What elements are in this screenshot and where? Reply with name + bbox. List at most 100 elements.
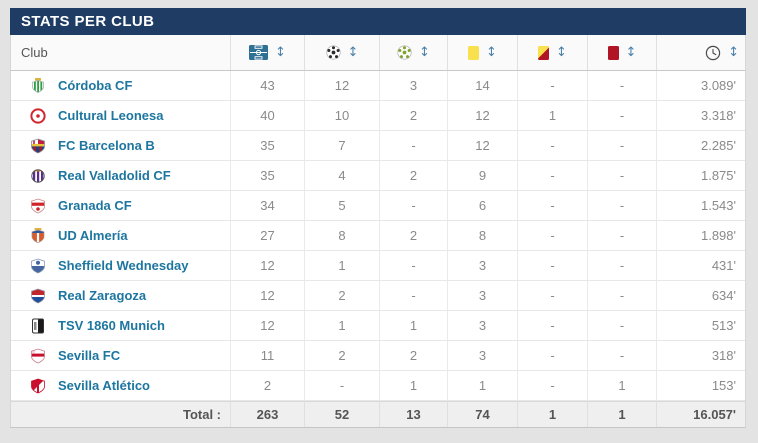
club-link[interactable]: Sevilla Atlético <box>58 378 150 393</box>
column-header-football-green[interactable]: ↕ <box>380 35 448 70</box>
total-stat-cell: 52 <box>305 402 380 427</box>
stat-cell: - <box>588 131 657 160</box>
stat-cell: 3 <box>380 71 448 100</box>
stat-cell: 12 <box>231 281 305 310</box>
sheffield-wed-crest-icon <box>30 258 46 274</box>
stat-cell: 5 <box>305 191 380 220</box>
stat-cell: - <box>588 251 657 280</box>
stat-cell: 35 <box>231 161 305 190</box>
club-link[interactable]: TSV 1860 Munich <box>58 318 165 333</box>
fc-barcelona-b-crest-icon <box>30 138 46 154</box>
club-link[interactable]: Real Valladolid CF <box>58 168 171 183</box>
stat-cell: - <box>518 281 588 310</box>
club-link[interactable]: Real Zaragoza <box>58 288 147 303</box>
club-cell: FC Barcelona B <box>11 131 231 160</box>
ud-almeria-crest-icon <box>30 227 46 244</box>
stat-cell: - <box>305 371 380 400</box>
football-green-icon <box>397 45 412 60</box>
stat-cell: - <box>380 131 448 160</box>
club-link[interactable]: FC Barcelona B <box>58 138 155 153</box>
column-header-clock[interactable]: ↕ <box>657 35 747 70</box>
table-row: Córdoba CF 43 12 3 14- -3.089' <box>11 71 745 101</box>
table-row: Granada CF 34 5-6- -1.543' <box>11 191 745 221</box>
column-header-pitch[interactable]: ↕ <box>231 35 305 70</box>
table-row: Sevilla FC 11 2 2 3- -318' <box>11 341 745 371</box>
table-row: UD Almería 27 8 2 8- -1.898' <box>11 221 745 251</box>
club-link[interactable]: Sheffield Wednesday <box>58 258 189 273</box>
club-table-body: Córdoba CF 43 12 3 14- -3.089' Cultural Leones… <box>10 71 746 401</box>
page-title: STATS PER CLUB <box>10 8 746 35</box>
table-row: Sevilla Atlético 2-1 1-1 153' <box>11 371 745 401</box>
minutes-cell: 1.898' <box>700 228 736 243</box>
table-header-row: Club ↕ ↕ ↕ ↕ ↕ ↕ ↕ <box>10 35 746 71</box>
tsv-1860-crest-icon <box>30 318 46 334</box>
club-cell: Sevilla FC <box>11 341 231 370</box>
club-cell: Sheffield Wednesday <box>11 251 231 280</box>
minutes-cell: 431' <box>711 258 736 273</box>
total-stat-cell: 1 <box>518 402 588 427</box>
total-minutes-cell: 16.057' <box>693 407 736 422</box>
column-header-red-card[interactable]: ↕ <box>588 35 657 70</box>
club-link[interactable]: Córdoba CF <box>58 78 133 93</box>
club-cell: Real Valladolid CF <box>11 161 231 190</box>
stat-cell: 8 <box>305 221 380 250</box>
column-header-yellow-card[interactable]: ↕ <box>448 35 518 70</box>
stat-cell: - <box>518 251 588 280</box>
total-label: Total : <box>11 402 231 427</box>
stat-cell: 2 <box>380 341 448 370</box>
sort-updown-icon: ↕ <box>347 45 359 60</box>
stat-cell: 2 <box>380 221 448 250</box>
minutes-cell: 634' <box>711 288 736 303</box>
column-header-yellow-red-card[interactable]: ↕ <box>518 35 588 70</box>
sort-updown-icon: ↕ <box>486 45 497 60</box>
stat-cell: - <box>588 341 657 370</box>
club-link[interactable]: Granada CF <box>58 198 132 213</box>
red-card-icon <box>607 45 619 60</box>
table-row: FC Barcelona B 35 7-12- -2.285' <box>11 131 745 161</box>
stat-cell: - <box>588 71 657 100</box>
table-row: Cultural Leonesa 40 10 2 12 1- 3.318' <box>11 101 745 131</box>
cordoba-cf-crest-icon <box>30 77 46 94</box>
total-stat-cell: 263 <box>231 402 305 427</box>
stat-cell: - <box>518 131 588 160</box>
sort-updown-icon: ↕ <box>419 45 430 60</box>
total-stat-cell: 1 <box>588 402 657 427</box>
club-link[interactable]: Sevilla FC <box>58 348 121 363</box>
stat-cell: - <box>518 71 588 100</box>
stat-cell: - <box>518 371 588 400</box>
club-column-header[interactable]: Club <box>11 35 231 70</box>
sevilla-atletico-crest-icon <box>30 378 46 394</box>
stat-cell: - <box>380 191 448 220</box>
stat-cell: - <box>518 311 588 340</box>
stat-cell: 8 <box>448 221 518 250</box>
stat-cell: - <box>588 311 657 340</box>
club-link[interactable]: UD Almería <box>58 228 128 243</box>
table-row: Real Zaragoza 12 2-3- -634' <box>11 281 745 311</box>
stat-cell: - <box>588 101 657 130</box>
column-header-football-black[interactable]: ↕ <box>305 35 380 70</box>
stat-cell: 3 <box>448 311 518 340</box>
stat-cell: - <box>380 281 448 310</box>
stat-cell: 12 <box>448 101 518 130</box>
minutes-cell: 3.089' <box>700 78 736 93</box>
club-cell: Granada CF <box>11 191 231 220</box>
stat-cell: 7 <box>305 131 380 160</box>
sevilla-fc-crest-icon <box>30 348 46 364</box>
stat-cell: 1 <box>380 311 448 340</box>
stat-cell: 12 <box>231 251 305 280</box>
stat-cell: 1 <box>305 311 380 340</box>
stat-cell: 14 <box>448 71 518 100</box>
stat-cell: 12 <box>448 131 518 160</box>
football-black-icon <box>325 45 341 60</box>
club-link[interactable]: Cultural Leonesa <box>58 108 164 123</box>
stat-cell: 11 <box>231 341 305 370</box>
stat-cell: - <box>588 221 657 250</box>
club-cell: UD Almería <box>11 221 231 250</box>
stat-cell: 2 <box>305 281 380 310</box>
clock-icon <box>705 45 721 61</box>
stat-cell: 35 <box>231 131 305 160</box>
total-row: Total : 263 52 13 74 1 1 16.057' <box>10 401 746 428</box>
stat-cell: - <box>518 191 588 220</box>
stat-cell: 4 <box>305 161 380 190</box>
club-cell: Cultural Leonesa <box>11 101 231 130</box>
